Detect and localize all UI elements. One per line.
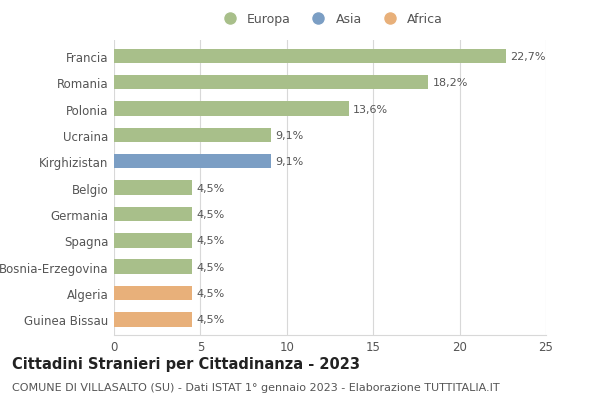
Bar (114, 155, 271, 169)
Text: 4,5%: 4,5% (196, 262, 224, 272)
Bar (114, 286, 192, 301)
Bar (114, 181, 192, 196)
Text: 22,7%: 22,7% (511, 52, 546, 62)
Text: 4,5%: 4,5% (196, 209, 224, 219)
Bar (114, 76, 428, 90)
Text: 4,5%: 4,5% (196, 183, 224, 193)
Text: 18,2%: 18,2% (433, 78, 468, 88)
Bar (114, 102, 349, 117)
Bar (114, 128, 271, 143)
Text: COMUNE DI VILLASALTO (SU) - Dati ISTAT 1° gennaio 2023 - Elaborazione TUTTITALIA: COMUNE DI VILLASALTO (SU) - Dati ISTAT 1… (12, 382, 500, 392)
Bar (114, 207, 192, 222)
Text: 9,1%: 9,1% (275, 157, 304, 167)
Text: 9,1%: 9,1% (275, 130, 304, 141)
Bar (114, 312, 192, 327)
Bar (114, 49, 506, 64)
Text: 4,5%: 4,5% (196, 315, 224, 325)
Text: 13,6%: 13,6% (353, 104, 388, 114)
Bar (114, 234, 192, 248)
Text: 4,5%: 4,5% (196, 288, 224, 298)
Text: 4,5%: 4,5% (196, 236, 224, 246)
Legend: Europa, Asia, Africa: Europa, Asia, Africa (215, 11, 445, 29)
Bar (114, 260, 192, 274)
Text: Cittadini Stranieri per Cittadinanza - 2023: Cittadini Stranieri per Cittadinanza - 2… (12, 356, 360, 371)
